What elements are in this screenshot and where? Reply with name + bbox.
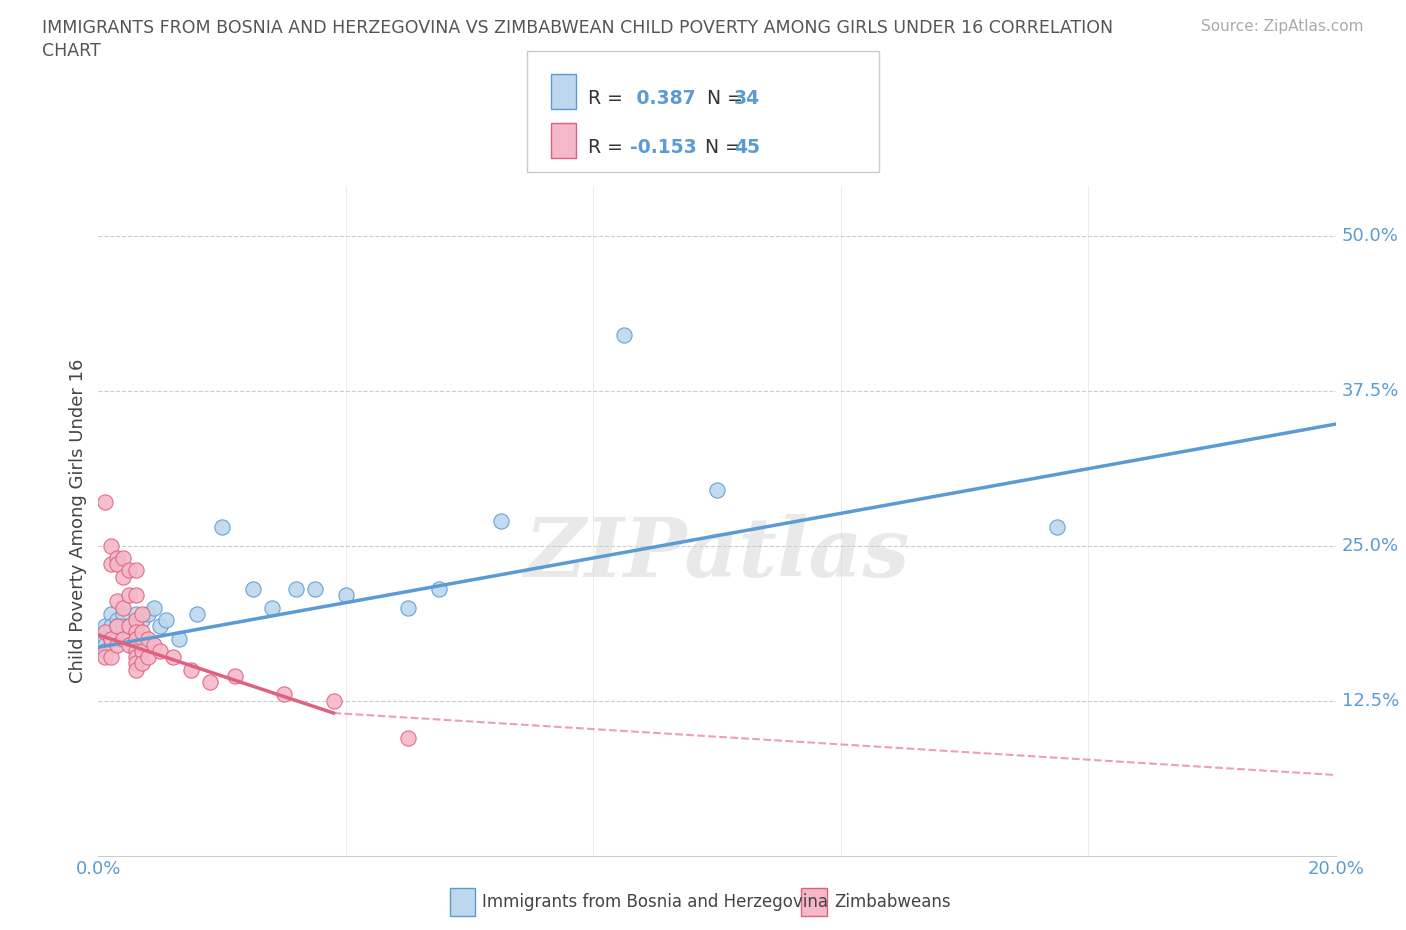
Point: [93, 644, 115, 658]
Point: [112, 618, 135, 633]
Point: [124, 662, 146, 677]
Point: [131, 656, 153, 671]
Point: [322, 693, 344, 708]
Point: [613, 327, 636, 342]
Text: ZIPatlas: ZIPatlas: [524, 514, 910, 594]
Text: Zimbabweans: Zimbabweans: [834, 893, 950, 911]
Point: [124, 613, 146, 628]
Point: [118, 563, 141, 578]
Point: [180, 662, 202, 677]
Text: N =: N =: [689, 88, 749, 108]
Point: [112, 606, 135, 621]
Point: [93, 631, 115, 646]
Point: [112, 600, 135, 615]
Point: [100, 538, 122, 553]
Point: [136, 606, 159, 621]
Text: R =: R =: [588, 88, 628, 108]
Point: [100, 631, 122, 646]
Text: 50.0%: 50.0%: [1341, 227, 1399, 245]
Point: [112, 569, 135, 584]
Point: [118, 618, 141, 633]
Point: [335, 588, 357, 603]
Point: [105, 551, 128, 565]
Point: [198, 674, 221, 689]
Point: [260, 600, 283, 615]
Point: [112, 551, 135, 565]
Point: [124, 588, 146, 603]
Point: [100, 557, 122, 572]
Point: [1046, 520, 1069, 535]
Text: 0.387: 0.387: [630, 88, 696, 108]
Text: 12.5%: 12.5%: [1341, 692, 1399, 710]
Point: [273, 687, 295, 702]
Point: [396, 730, 419, 745]
Y-axis label: Child Poverty Among Girls Under 16: Child Poverty Among Girls Under 16: [69, 359, 87, 683]
Point: [105, 613, 128, 628]
Point: [118, 631, 141, 646]
Point: [131, 644, 153, 658]
Point: [93, 618, 115, 633]
Point: [118, 588, 141, 603]
Text: Source: ZipAtlas.com: Source: ZipAtlas.com: [1201, 19, 1364, 33]
Point: [93, 625, 115, 640]
Point: [186, 606, 208, 621]
Point: [118, 637, 141, 652]
Point: [105, 618, 128, 633]
Point: [131, 606, 153, 621]
Point: [143, 637, 166, 652]
Point: [427, 581, 450, 596]
Text: R =: R =: [588, 138, 628, 157]
Point: [100, 650, 122, 665]
Text: 34: 34: [734, 88, 761, 108]
Point: [162, 650, 184, 665]
Point: [100, 618, 122, 633]
Point: [167, 631, 190, 646]
Point: [124, 656, 146, 671]
Point: [105, 637, 128, 652]
Point: [489, 513, 512, 528]
Point: [304, 581, 326, 596]
Point: [100, 606, 122, 621]
Point: [124, 618, 146, 633]
Text: Immigrants from Bosnia and Herzegovina: Immigrants from Bosnia and Herzegovina: [482, 893, 828, 911]
Point: [93, 637, 115, 652]
Point: [149, 618, 172, 633]
Point: [131, 625, 153, 640]
Point: [105, 594, 128, 609]
Point: [211, 520, 233, 535]
Text: IMMIGRANTS FROM BOSNIA AND HERZEGOVINA VS ZIMBABWEAN CHILD POVERTY AMONG GIRLS U: IMMIGRANTS FROM BOSNIA AND HERZEGOVINA V…: [42, 19, 1114, 60]
Text: 25.0%: 25.0%: [1341, 537, 1399, 554]
Point: [124, 625, 146, 640]
Point: [242, 581, 264, 596]
Point: [396, 600, 419, 615]
Point: [136, 631, 159, 646]
Point: [136, 650, 159, 665]
Point: [118, 618, 141, 633]
Point: [124, 563, 146, 578]
Point: [143, 600, 166, 615]
Text: N =: N =: [693, 138, 747, 157]
Text: 45: 45: [734, 138, 759, 157]
Point: [112, 631, 135, 646]
Point: [285, 581, 308, 596]
Point: [105, 631, 128, 646]
Point: [149, 644, 172, 658]
Point: [155, 613, 177, 628]
Point: [93, 495, 115, 510]
Point: [93, 650, 115, 665]
Point: [706, 483, 728, 498]
Point: [105, 618, 128, 633]
Point: [124, 631, 146, 646]
Point: [124, 644, 146, 658]
Point: [105, 557, 128, 572]
Text: -0.153: -0.153: [630, 138, 696, 157]
Point: [124, 606, 146, 621]
Point: [224, 669, 246, 684]
Point: [100, 631, 122, 646]
Text: 37.5%: 37.5%: [1341, 381, 1399, 400]
Point: [131, 613, 153, 628]
Point: [124, 650, 146, 665]
